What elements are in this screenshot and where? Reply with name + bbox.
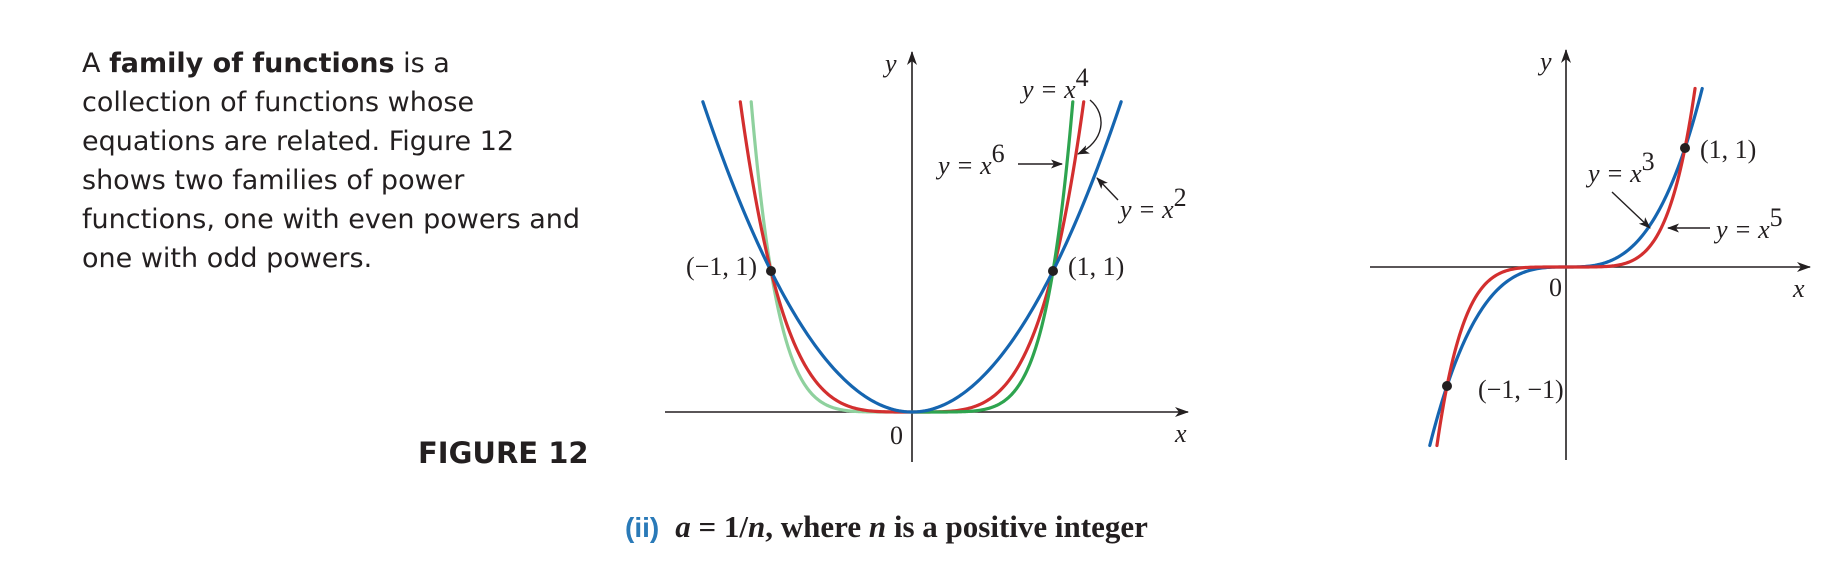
point-label-1-1: (1, 1) (1068, 252, 1124, 281)
para-rest: is a collection of functions whose equat… (82, 48, 581, 274)
point-label-neg1-neg1: (−1, −1) (1478, 375, 1564, 404)
origin-label: 0 (890, 421, 903, 450)
origin-label: 0 (1549, 273, 1562, 302)
x-axis-label: x (1174, 419, 1187, 448)
point-marker-0 (766, 266, 776, 276)
figure-label: FIGURE 12 (418, 436, 589, 470)
series-6-right-line (910, 100, 1075, 414)
pointer-x2 (1096, 177, 1119, 201)
intro-paragraph: A family of functions is a collection of… (82, 44, 582, 278)
pointer-x3 (1611, 191, 1651, 229)
odd-powers-graph: y x 0 (1, 1) (−1, −1) y = x3 y = x5 (1370, 47, 1811, 460)
y-axis-label: y (1537, 47, 1552, 76)
point-marker-0 (1442, 381, 1452, 391)
label-x3: y = x3 (1585, 147, 1655, 188)
para-term: family of functions (109, 48, 395, 79)
point-label-1-1: (1, 1) (1700, 135, 1756, 164)
label-x6: y = x6 (935, 139, 1005, 180)
series-5-line (1435, 86, 1697, 448)
label-x2: y = x2 (1117, 183, 1187, 224)
label-x5: y = x5 (1713, 203, 1783, 244)
y-axis-label: y (882, 49, 897, 78)
caption-tag: (ii) (625, 512, 659, 543)
para-lead: A (82, 48, 110, 79)
point-marker-1 (1048, 266, 1058, 276)
even-powers-graph: y x 0 (−1, 1) (1, 1) y = x4 y = x6 y = x… (665, 49, 1189, 462)
pointer-x4 (1077, 99, 1102, 155)
x-axis-label: x (1792, 274, 1805, 303)
point-marker-1 (1680, 143, 1690, 153)
caption: (ii) a = 1/n, where n is a positive integ… (625, 509, 1148, 544)
point-label-neg1-1: (−1, 1) (686, 252, 757, 281)
label-x4: y = x4 (1019, 63, 1089, 104)
